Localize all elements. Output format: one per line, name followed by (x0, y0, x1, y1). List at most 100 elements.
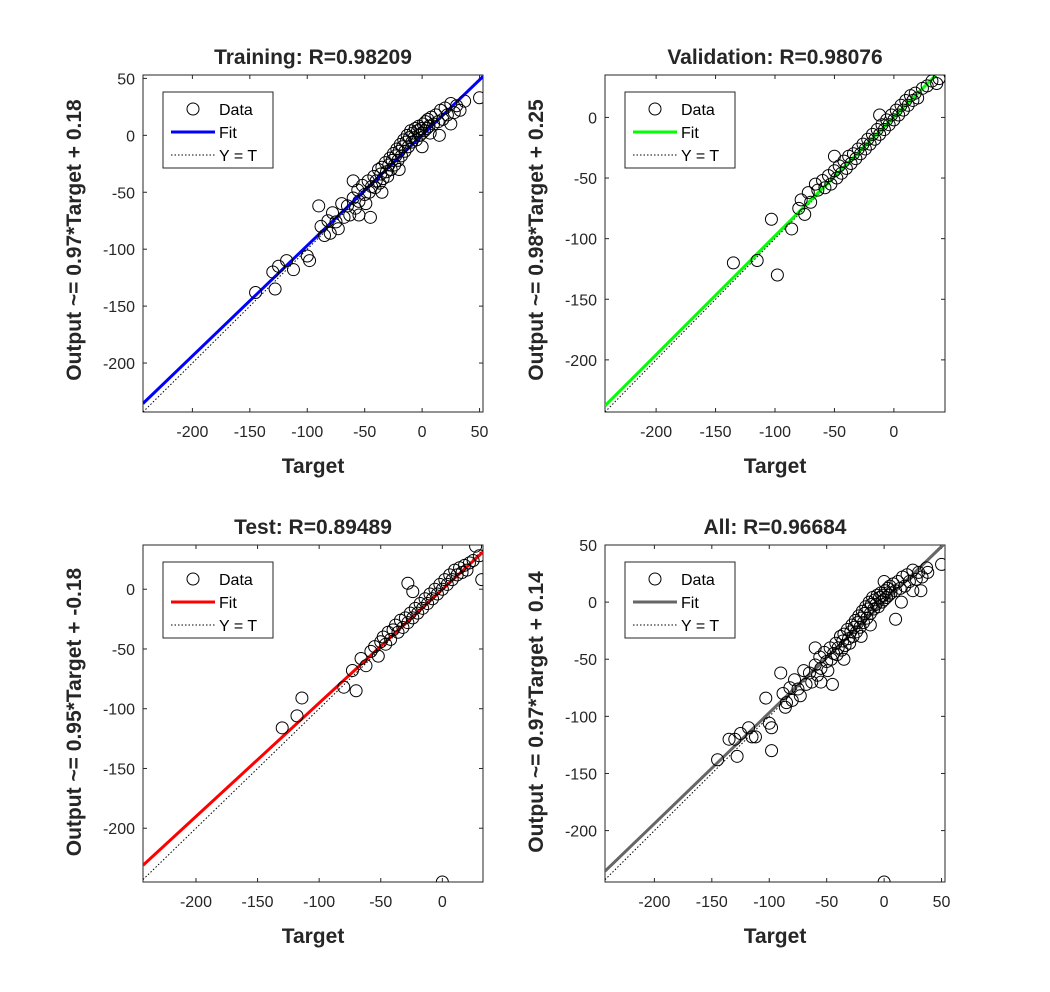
data-point (759, 691, 773, 705)
data-point (472, 549, 483, 563)
data-point (788, 673, 802, 687)
data-point (368, 181, 382, 195)
legend-label-data: Data (219, 572, 253, 589)
data-point (373, 176, 387, 190)
legend-box (624, 91, 736, 169)
x-tick-label: 0 (880, 894, 889, 911)
data-point (317, 229, 331, 243)
data-point (323, 226, 337, 240)
plot-layer (605, 75, 945, 412)
y-tick-label: 50 (117, 71, 135, 88)
legend-label-data: Data (681, 572, 715, 589)
data-point (722, 732, 736, 746)
data-point (469, 545, 483, 553)
legend-label-fit: Fit (219, 125, 237, 142)
data-point (887, 113, 901, 127)
x-tick-label: -100 (303, 894, 335, 911)
x-tick-label: -100 (753, 894, 785, 911)
legend-marker-data (648, 572, 662, 586)
y-tick-label: -150 (565, 292, 597, 309)
y-axis-label: Output ~= 0.95*Target + -0.18 (63, 567, 86, 856)
data-point (748, 730, 762, 744)
data-point (458, 94, 472, 108)
data-point (921, 565, 935, 579)
data-point (869, 597, 883, 611)
data-point (858, 142, 872, 156)
data-point (389, 618, 403, 632)
data-point (774, 666, 788, 680)
data-point (882, 118, 896, 132)
data-point (445, 573, 459, 587)
data-point (764, 212, 778, 226)
data-point (462, 556, 476, 570)
data-point (837, 652, 851, 666)
data-point (349, 684, 363, 698)
x-tick-label: -50 (353, 424, 376, 441)
data-point (920, 79, 934, 93)
y-tick-label: 50 (579, 538, 597, 555)
data-point (808, 641, 822, 655)
data-point (863, 618, 877, 632)
y-tick-label: 0 (126, 128, 135, 145)
identity-line (605, 75, 937, 412)
legend-label-fit: Fit (219, 595, 237, 612)
legend-label-data: Data (219, 102, 253, 119)
y-tick-label: -200 (565, 824, 597, 841)
data-point (785, 693, 799, 707)
data-point (401, 140, 415, 154)
data-point (408, 122, 422, 136)
data-point (354, 652, 368, 666)
x-tick-label: -150 (700, 424, 732, 441)
data-point (920, 561, 934, 575)
data-point (473, 91, 483, 105)
data-point (392, 162, 406, 176)
y-axis-label: Output ~= 0.97*Target + 0.18 (63, 99, 86, 381)
y-tick-label: -100 (565, 709, 597, 726)
plot-layer (143, 545, 483, 882)
data-point (891, 575, 905, 589)
x-tick-label: -100 (291, 424, 323, 441)
x-tick-label: -50 (369, 894, 392, 911)
data-point (312, 199, 326, 213)
legend-label-identity: Y = T (219, 148, 257, 165)
x-tick-label: -100 (759, 424, 791, 441)
data-point (863, 607, 877, 621)
data-point (435, 875, 449, 882)
panel-training: Training: R=0.98209 Target Output ~= 0.9… (63, 46, 489, 478)
legend-label-fit: Fit (681, 125, 699, 142)
data-point (435, 582, 449, 596)
data-point (854, 147, 868, 161)
data-point (889, 612, 903, 626)
data-point (388, 158, 402, 172)
data-point (352, 208, 366, 222)
plot-layer (605, 545, 945, 882)
data-point (827, 149, 841, 163)
y-axis-label: Output ~= 0.98*Target + 0.25 (525, 99, 548, 381)
panel-title: Validation: R=0.98076 (667, 46, 882, 69)
data-point (793, 689, 807, 703)
data-point (853, 620, 867, 634)
panel-title: Training: R=0.98209 (214, 46, 412, 69)
data-point (873, 127, 887, 141)
data-point (411, 606, 425, 620)
data-point (854, 629, 868, 643)
data-point (416, 117, 430, 131)
data-point (914, 584, 928, 598)
legend-box (624, 561, 736, 639)
x-tick-label: -200 (180, 894, 212, 911)
legend-marker-data (186, 102, 200, 116)
legend-box (162, 561, 274, 639)
data-point (286, 263, 300, 277)
data-point (892, 108, 906, 122)
y-tick-label: -50 (574, 652, 597, 669)
data-point (835, 166, 849, 180)
data-point (877, 575, 891, 589)
data-point (337, 680, 351, 694)
y-tick-label: -100 (103, 702, 135, 719)
data-point (391, 153, 405, 167)
x-axis-label: Target (282, 925, 345, 948)
data-point (430, 587, 444, 601)
data-point (830, 648, 844, 662)
x-tick-label: -200 (638, 894, 670, 911)
x-tick-label: -50 (815, 894, 838, 911)
